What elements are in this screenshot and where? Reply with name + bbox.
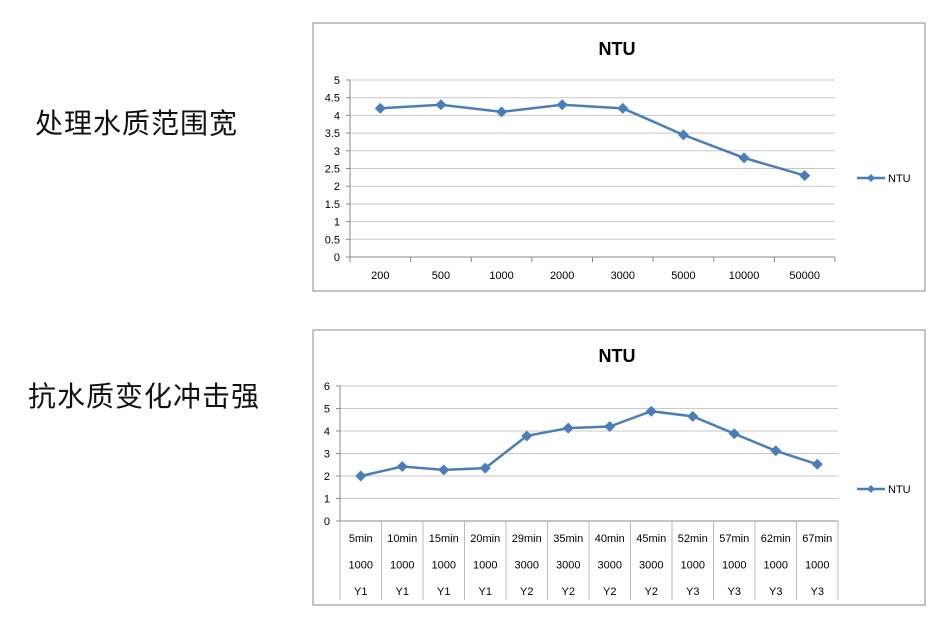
data-point bbox=[438, 464, 450, 476]
y-tick-label: 0 bbox=[334, 252, 340, 264]
x-category-label: Y1 bbox=[479, 586, 492, 598]
data-point bbox=[496, 106, 508, 118]
x-tick-label: 50000 bbox=[789, 270, 820, 282]
data-point bbox=[604, 421, 616, 432]
x-category-label: Y1 bbox=[396, 586, 409, 598]
x-tick-label: 1000 bbox=[489, 270, 513, 282]
x-category-label: 10min bbox=[387, 533, 417, 545]
data-point bbox=[645, 405, 657, 417]
y-tick-label: 4.5 bbox=[325, 93, 340, 105]
y-tick-label: 6 bbox=[324, 381, 330, 393]
x-category-label: Y3 bbox=[811, 586, 824, 598]
legend-marker bbox=[867, 174, 875, 182]
legend-marker bbox=[867, 485, 875, 493]
data-point bbox=[435, 99, 447, 111]
y-tick-label: 0 bbox=[324, 516, 330, 528]
x-category-label: 5min bbox=[349, 533, 373, 545]
y-tick-label: 0.5 bbox=[325, 234, 340, 246]
x-category-label: 29min bbox=[512, 533, 542, 545]
x-tick-label: 200 bbox=[371, 270, 389, 282]
x-category-label: 15min bbox=[429, 533, 459, 545]
chart-frame bbox=[312, 22, 926, 292]
data-point bbox=[799, 170, 811, 182]
data-point bbox=[479, 462, 491, 474]
y-tick-label: 2.5 bbox=[325, 164, 340, 176]
chart-title: NTU bbox=[599, 346, 636, 366]
x-category-label: 1000 bbox=[722, 560, 746, 572]
y-tick-label: 1.5 bbox=[325, 199, 340, 211]
chart-title: NTU bbox=[599, 39, 636, 59]
y-tick-label: 5 bbox=[334, 75, 340, 87]
x-category-label: Y2 bbox=[562, 586, 575, 598]
x-tick-label: 10000 bbox=[729, 270, 760, 282]
x-category-label: 3000 bbox=[556, 560, 580, 572]
data-point bbox=[562, 422, 574, 434]
y-tick-label: 1 bbox=[324, 494, 330, 506]
x-category-label: 1000 bbox=[764, 560, 788, 572]
y-tick-label: 3.5 bbox=[325, 128, 340, 140]
x-tick-label: 3000 bbox=[611, 270, 635, 282]
y-tick-label: 2 bbox=[324, 471, 330, 483]
x-category-label: 1000 bbox=[349, 560, 373, 572]
x-category-label: 52min bbox=[678, 533, 708, 545]
x-category-label: 1000 bbox=[473, 560, 497, 572]
x-category-label: 40min bbox=[595, 533, 625, 545]
x-category-label: 1000 bbox=[432, 560, 456, 572]
data-point bbox=[728, 428, 740, 440]
data-point bbox=[521, 430, 533, 442]
x-category-label: 3000 bbox=[515, 560, 539, 572]
x-category-label: 57min bbox=[719, 533, 749, 545]
y-tick-label: 2 bbox=[334, 181, 340, 193]
x-category-label: 62min bbox=[761, 533, 791, 545]
x-category-label: 1000 bbox=[805, 560, 829, 572]
data-point bbox=[374, 102, 386, 114]
data-point bbox=[396, 461, 408, 473]
x-category-label: Y2 bbox=[603, 586, 616, 598]
legend-label: NTU bbox=[888, 484, 911, 496]
x-category-label: Y2 bbox=[520, 586, 533, 598]
x-category-label: Y2 bbox=[645, 586, 658, 598]
y-tick-label: 5 bbox=[324, 404, 330, 416]
data-point bbox=[677, 129, 689, 141]
series-line bbox=[380, 103, 806, 177]
data-point bbox=[556, 99, 568, 111]
x-category-label: Y1 bbox=[354, 586, 367, 598]
data-point bbox=[770, 445, 782, 457]
x-category-label: Y3 bbox=[686, 586, 699, 598]
y-tick-label: 4 bbox=[324, 426, 330, 438]
y-tick-label: 3 bbox=[324, 449, 330, 461]
data-point bbox=[687, 410, 699, 422]
x-tick-label: 500 bbox=[432, 270, 450, 282]
y-tick-label: 3 bbox=[334, 146, 340, 158]
x-category-label: Y3 bbox=[728, 586, 741, 598]
x-tick-label: 5000 bbox=[671, 270, 695, 282]
label-shock-resistance: 抗水质变化冲击强 bbox=[28, 380, 261, 413]
x-category-label: Y1 bbox=[437, 586, 450, 598]
legend-label: NTU bbox=[888, 173, 911, 185]
x-category-label: Y3 bbox=[769, 586, 782, 598]
x-category-label: 1000 bbox=[390, 560, 414, 572]
x-category-label: 35min bbox=[553, 533, 583, 545]
data-point bbox=[617, 102, 629, 114]
x-category-label: 3000 bbox=[598, 560, 622, 572]
y-tick-label: 4 bbox=[334, 110, 340, 122]
label-wide-range: 处理水质范围宽 bbox=[35, 107, 239, 140]
x-tick-label: 2000 bbox=[550, 270, 574, 282]
series-line bbox=[360, 409, 818, 478]
y-tick-label: 1 bbox=[334, 217, 340, 229]
x-category-label: 20min bbox=[470, 533, 500, 545]
x-category-label: 1000 bbox=[681, 560, 705, 572]
x-category-label: 45min bbox=[636, 533, 666, 545]
data-point bbox=[355, 470, 367, 482]
x-category-label: 67min bbox=[802, 533, 832, 545]
data-point bbox=[738, 152, 750, 164]
x-category-label: 3000 bbox=[639, 560, 663, 572]
data-point bbox=[811, 458, 823, 470]
